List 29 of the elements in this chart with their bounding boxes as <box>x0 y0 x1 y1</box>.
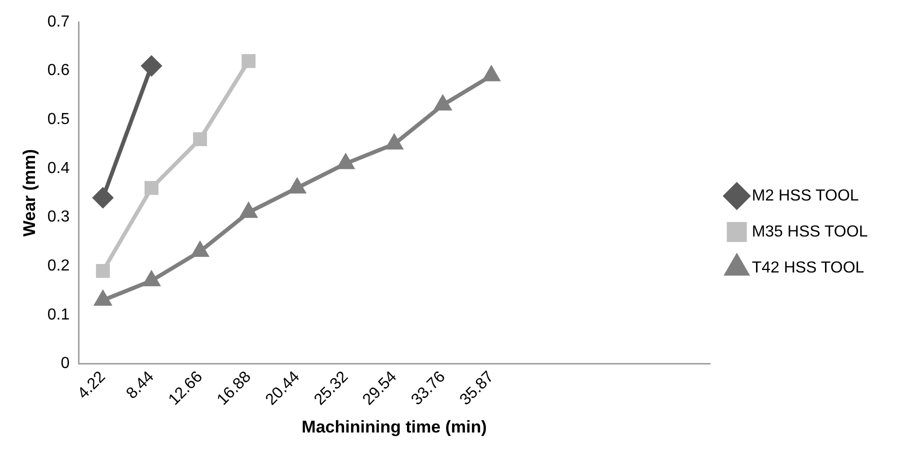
point <box>338 154 354 170</box>
y-tick-label: 0 <box>60 355 70 372</box>
point <box>193 132 207 146</box>
legend-label: M2 HSS TOOL <box>752 187 859 204</box>
point <box>192 242 208 257</box>
point <box>92 188 113 208</box>
y-tick-label: 0.6 <box>47 62 70 80</box>
point <box>434 96 451 110</box>
x-tick-label: 4.22 <box>74 368 109 402</box>
legend-label: T42 HSS TOOL <box>752 259 864 276</box>
y-tick-label: 0.3 <box>47 208 70 226</box>
point <box>242 54 256 68</box>
point <box>240 203 257 218</box>
y-tick-label: 0.4 <box>47 160 70 177</box>
legend-label: M35 HSS TOOL <box>752 223 868 240</box>
x-axis-title: Machinining time (min) <box>302 417 487 436</box>
point <box>141 56 162 76</box>
y-tick-label: 0.1 <box>47 306 70 324</box>
y-tick-label: 0.2 <box>47 257 70 274</box>
y-tick-label: 0.7 <box>47 13 70 30</box>
point <box>94 291 111 306</box>
point <box>483 66 500 82</box>
y-axis-title: Wear (mm) <box>20 149 39 237</box>
point <box>144 181 158 195</box>
x-tick-label: 8.44 <box>123 368 158 402</box>
point <box>289 178 306 194</box>
point <box>386 135 402 150</box>
point <box>143 272 160 286</box>
y-tick-label: 0.5 <box>47 111 70 128</box>
